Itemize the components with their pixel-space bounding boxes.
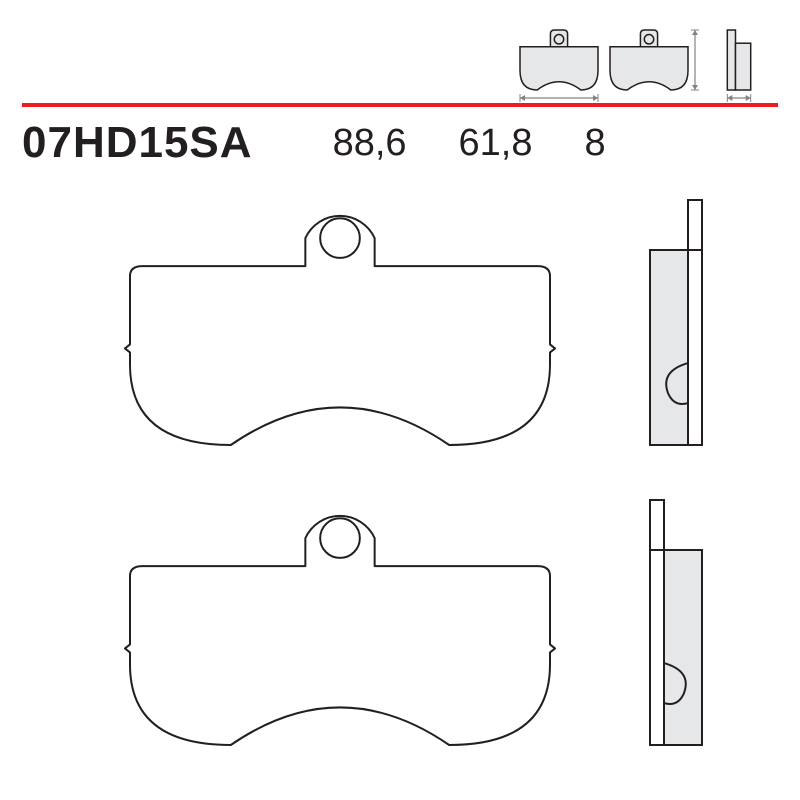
product-code: 07HD15SA	[22, 118, 253, 168]
spec-width: 88,6	[333, 122, 407, 165]
separator-red-line	[22, 103, 778, 107]
drawings-svg	[0, 180, 800, 800]
dimension-legend-icons	[0, 18, 800, 93]
spec-height: 61,8	[459, 122, 533, 165]
page-root: 07HD15SA 88,6 61,8 8	[0, 0, 800, 800]
spec-row: 07HD15SA 88,6 61,8 8	[22, 118, 778, 168]
legend-svg	[0, 18, 800, 113]
spec-thick: 8	[585, 122, 606, 165]
technical-drawings	[0, 180, 800, 800]
